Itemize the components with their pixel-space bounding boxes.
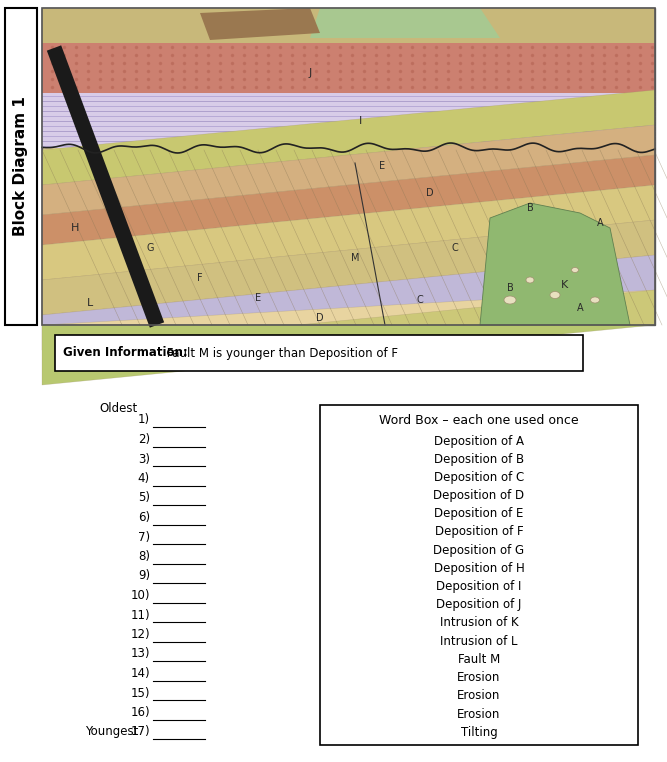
Text: Fault M is younger than Deposition of F: Fault M is younger than Deposition of F [163, 347, 398, 360]
Polygon shape [42, 325, 655, 385]
Polygon shape [42, 255, 655, 325]
Text: M: M [351, 253, 360, 263]
Polygon shape [42, 125, 655, 215]
Bar [42, 8, 655, 325]
Text: Deposition of A: Deposition of A [434, 434, 524, 447]
Text: Block Diagram 1: Block Diagram 1 [13, 97, 29, 236]
Text: Deposition of G: Deposition of G [434, 544, 524, 557]
Text: B: B [507, 283, 514, 293]
Bar [5, 8, 37, 325]
Text: A: A [597, 218, 604, 228]
Text: E: E [255, 293, 261, 303]
Polygon shape [42, 220, 655, 315]
Text: 8): 8) [138, 550, 150, 563]
Polygon shape [42, 43, 655, 93]
Text: A: A [577, 303, 584, 313]
Text: Erosion: Erosion [458, 690, 501, 703]
Ellipse shape [590, 297, 600, 303]
Bar [55, 335, 583, 371]
Text: 1): 1) [138, 414, 150, 427]
Text: C: C [417, 295, 424, 305]
Text: B: B [527, 203, 534, 213]
Text: 7): 7) [138, 530, 150, 543]
Text: Intrusion of K: Intrusion of K [440, 616, 518, 629]
Text: J: J [308, 68, 311, 78]
Text: I: I [358, 116, 362, 126]
Polygon shape [200, 8, 320, 40]
Polygon shape [42, 90, 655, 185]
Text: Youngest: Youngest [85, 725, 138, 738]
Text: Tilting: Tilting [461, 725, 498, 738]
Text: D: D [426, 188, 434, 198]
Text: 14): 14) [130, 667, 150, 680]
Bar [320, 405, 638, 745]
Text: 5): 5) [138, 491, 150, 504]
Ellipse shape [550, 292, 560, 299]
Polygon shape [42, 8, 655, 46]
Text: C: C [452, 243, 458, 253]
Bar [42, 8, 655, 325]
Text: Deposition of F: Deposition of F [435, 526, 524, 539]
Text: 13): 13) [131, 648, 150, 661]
Text: Deposition of J: Deposition of J [436, 598, 522, 611]
Text: Deposition of D: Deposition of D [434, 489, 524, 502]
Text: 12): 12) [130, 628, 150, 641]
Text: F: F [197, 273, 203, 283]
Text: Deposition of I: Deposition of I [436, 580, 522, 593]
Polygon shape [42, 185, 655, 280]
Text: Deposition of C: Deposition of C [434, 471, 524, 484]
Text: Erosion: Erosion [458, 671, 501, 684]
Text: 3): 3) [138, 453, 150, 466]
Text: 15): 15) [131, 687, 150, 700]
Text: G: G [146, 243, 154, 253]
Polygon shape [310, 8, 500, 38]
Text: D: D [316, 313, 323, 323]
Text: 4): 4) [138, 472, 150, 485]
Text: 16): 16) [130, 706, 150, 719]
Text: 11): 11) [130, 609, 150, 622]
Text: L: L [87, 298, 93, 308]
Text: Erosion: Erosion [458, 707, 501, 721]
Text: Fault M: Fault M [458, 653, 500, 666]
Text: Deposition of E: Deposition of E [434, 507, 524, 520]
Ellipse shape [572, 267, 578, 273]
Text: 9): 9) [138, 569, 150, 582]
Polygon shape [42, 155, 655, 245]
Text: 6): 6) [138, 511, 150, 524]
Polygon shape [42, 290, 655, 350]
Ellipse shape [526, 277, 534, 283]
Text: Oldest: Oldest [100, 402, 138, 415]
Text: 17): 17) [130, 725, 150, 738]
Text: Deposition of B: Deposition of B [434, 453, 524, 466]
Text: H: H [71, 223, 79, 233]
Text: Given Information:: Given Information: [63, 347, 187, 360]
Text: Intrusion of L: Intrusion of L [440, 635, 518, 648]
Text: 2): 2) [138, 433, 150, 446]
Text: Deposition of H: Deposition of H [434, 562, 524, 575]
Polygon shape [42, 93, 655, 148]
Text: Word Box – each one used once: Word Box – each one used once [379, 415, 579, 427]
Ellipse shape [504, 296, 516, 304]
Text: E: E [379, 161, 385, 171]
Polygon shape [480, 203, 630, 325]
Text: 10): 10) [131, 589, 150, 602]
Text: K: K [562, 280, 569, 290]
